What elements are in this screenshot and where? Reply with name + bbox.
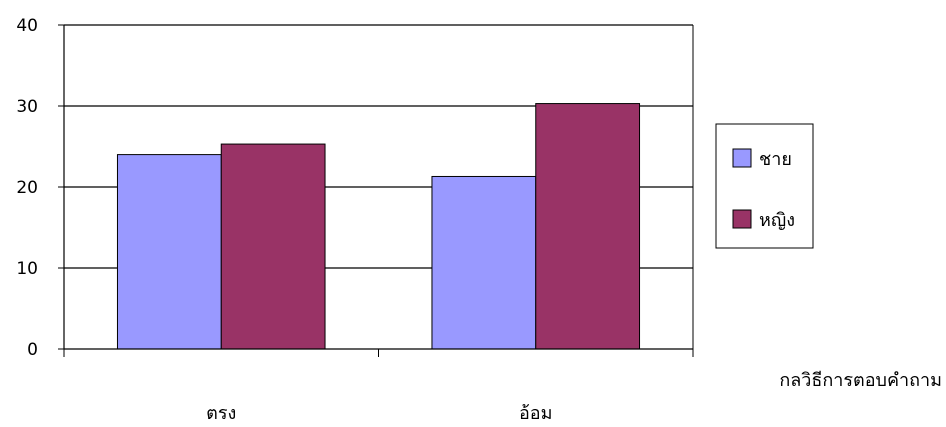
- y-axis-ticks: 0 10 20 30 40: [16, 16, 64, 360]
- x-axis-label: กลวิธีการตอบคำถาม: [779, 370, 942, 391]
- y-tick-label: 30: [16, 97, 38, 117]
- bar-series1-cat2: [431, 175, 537, 350]
- bar-series2-cat2: [535, 103, 641, 350]
- category-label: อ้อม: [519, 403, 553, 424]
- category-labels: ตรง อ้อม: [206, 403, 552, 424]
- category-label: ตรง: [206, 403, 236, 424]
- legend-box: [715, 123, 814, 249]
- legend-swatch: [732, 148, 752, 168]
- y-tick-label: 40: [16, 16, 38, 36]
- legend-swatch: [732, 209, 752, 229]
- y-tick-label: 10: [16, 259, 38, 279]
- y-tick-label: 0: [27, 340, 38, 360]
- bars: [116, 103, 641, 350]
- legend-label: หญิง: [759, 210, 795, 231]
- y-tick-label: 20: [16, 178, 38, 198]
- bar-series1-cat1: [116, 154, 222, 350]
- legend-label: ชาย: [759, 149, 792, 170]
- axes: [63, 25, 694, 357]
- bar-series2-cat1: [220, 143, 326, 350]
